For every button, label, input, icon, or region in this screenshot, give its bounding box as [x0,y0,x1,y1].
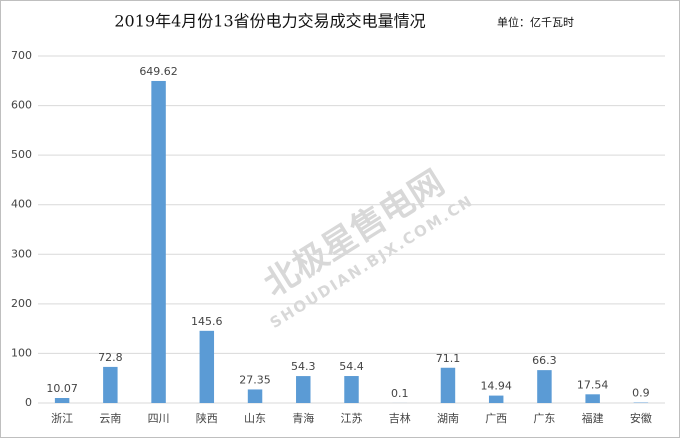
bar [440,367,456,403]
x-tick-label: 江苏 [341,412,363,425]
chart-title: 2019年4月份13省份电力交易成交电量情况 [114,12,425,31]
y-tick-label: 200 [11,297,32,310]
bar [103,366,118,403]
y-tick-label: 700 [11,49,32,62]
bar [537,370,552,403]
data-label: 649.62 [139,65,178,78]
data-label: 54.4 [339,360,364,373]
x-tick-label: 吉林 [389,411,411,425]
data-label: 10.07 [46,382,78,395]
x-tick-label: 福建 [582,411,604,425]
x-tick-label: 四川 [148,412,170,425]
y-tick-label: 600 [11,99,32,112]
bar [151,80,166,403]
data-label: 0.1 [391,387,409,400]
bar [247,389,263,403]
data-label: 54.3 [291,360,316,373]
y-tick-label: 400 [11,198,32,211]
bar [488,395,504,403]
x-tick-label: 广东 [533,412,555,425]
bar [296,376,311,403]
data-label: 17.54 [577,378,609,391]
x-tick-label: 浙江 [51,412,73,425]
bar [54,398,70,403]
data-label: 71.1 [436,352,461,365]
data-label: 72.8 [98,351,123,364]
x-tick-label: 陕西 [196,411,218,425]
data-label: 66.3 [532,354,557,367]
y-tick-label: 300 [11,247,32,260]
x-tick-label: 安徽 [630,411,652,425]
bar [344,376,359,403]
x-tick-label: 山东 [244,412,266,425]
data-label: 145.6 [191,315,223,328]
bar [199,330,215,403]
x-tick-label: 湖南 [437,412,459,425]
x-tick-label: 云南 [99,412,121,425]
data-label: 14.94 [480,380,512,393]
data-label: 27.35 [239,373,271,386]
y-tick-label: 0 [25,396,32,409]
y-tick-label: 500 [11,148,32,161]
unit-label: 单位：亿千瓦时 [497,15,574,29]
bar [585,394,600,403]
y-tick-label: 100 [11,346,32,359]
x-tick-label: 广西 [485,412,507,425]
x-tick-label: 青海 [292,411,314,425]
data-label: 0.9 [632,387,650,400]
